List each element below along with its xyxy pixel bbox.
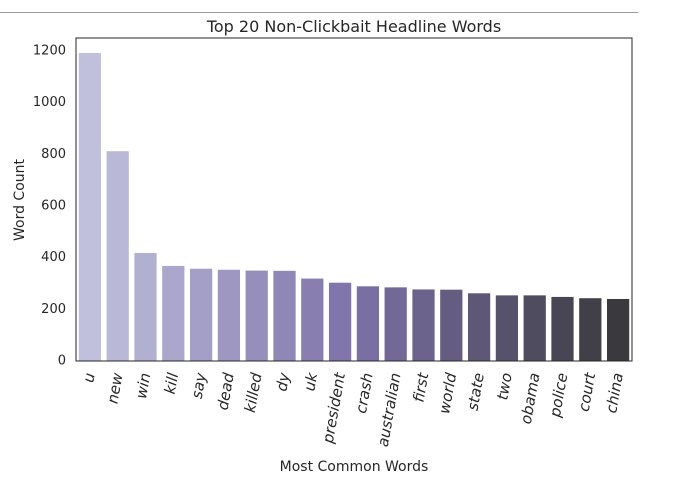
x-tick-label: police (546, 371, 572, 419)
plot-frame (75, 37, 633, 362)
x-tick-label: dy (272, 370, 293, 392)
bar-new (106, 151, 129, 361)
bar-president (328, 282, 352, 361)
bar-crash (356, 286, 380, 361)
x-axis-label: Most Common Words (280, 459, 429, 475)
bar-court (579, 298, 602, 361)
x-tick-label: say (188, 370, 210, 400)
x-tick-label: court (575, 370, 600, 413)
x-tick-label: uk (300, 370, 321, 392)
bar-world (440, 289, 463, 361)
bar-police (551, 296, 574, 361)
bar-china (606, 298, 630, 361)
x-tick-label: world (435, 371, 460, 415)
x-tick-label: crash (352, 371, 377, 414)
bar-u (78, 52, 102, 361)
x-tick-label: state (464, 371, 488, 412)
bar-say (189, 268, 213, 361)
bar-two (495, 295, 519, 361)
x-tick-label: first (410, 370, 433, 403)
y-axis-ticks: 0 200 400 600 800 1000 1200 (33, 43, 66, 368)
y-tick-label: 1200 (33, 43, 66, 58)
bar-win (134, 252, 157, 361)
chart-title: Top 20 Non-Clickbait Headline Words (206, 17, 501, 36)
y-tick-label: 800 (41, 147, 66, 162)
x-tick-label: dead (214, 371, 238, 411)
bar-first (412, 289, 435, 361)
bar-australian (384, 287, 407, 361)
x-tick-label: two (493, 371, 515, 401)
x-tick-label: new (103, 371, 126, 405)
y-tick-label: 0 (58, 354, 66, 369)
x-tick-label: president (319, 370, 349, 445)
bars-group (78, 52, 630, 361)
bar-dy (273, 270, 296, 361)
y-tick-label: 1000 (33, 95, 66, 110)
bar-obama (523, 295, 546, 361)
bar-kill (162, 265, 185, 361)
x-tick-label: killed (241, 371, 266, 414)
y-tick-label: 200 (41, 302, 66, 317)
x-tick-label: china (602, 371, 627, 414)
bar-state (467, 293, 491, 361)
x-tick-label: u (79, 371, 98, 383)
top-divider (0, 12, 638, 13)
bar-uk (301, 278, 324, 361)
y-tick-label: 600 (41, 198, 66, 213)
y-tick-label: 400 (41, 250, 66, 265)
x-tick-label: obama (517, 371, 544, 425)
x-tick-label: win (132, 371, 154, 400)
bar-dead (217, 269, 241, 361)
x-tick-label: australian (374, 371, 405, 448)
y-axis-label: Word Count (12, 158, 28, 241)
bar-killed (245, 270, 268, 361)
x-tick-label: kill (161, 371, 183, 396)
